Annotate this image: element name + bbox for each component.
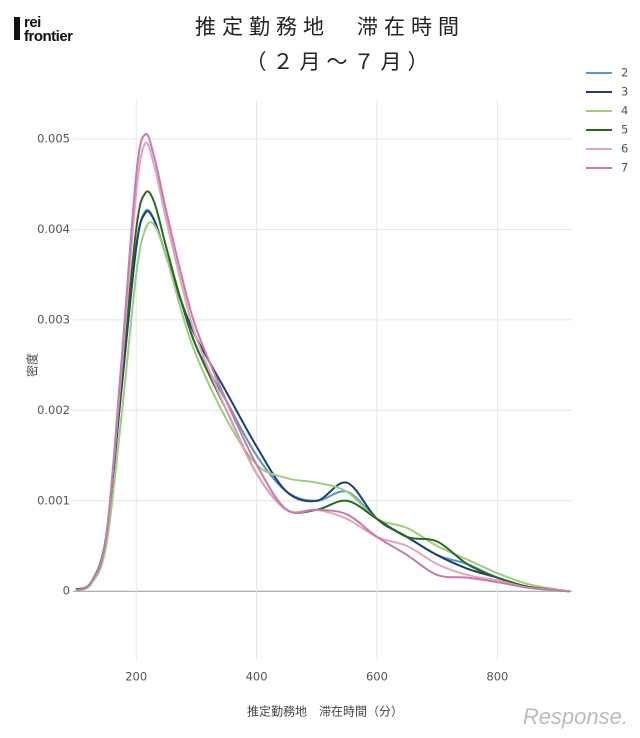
watermark: Response. (523, 704, 628, 729)
y-tick-label: 0.003 (37, 312, 70, 326)
y-tick-label: 0.004 (37, 222, 70, 236)
y-tick-label: 0.002 (37, 403, 70, 417)
chart-title: 推定勤務地 滞在時間 (195, 15, 465, 39)
legend-label: 4 (621, 104, 628, 118)
density-line (75, 132, 570, 593)
chart-subtitle: （２月～７月） (246, 50, 435, 74)
legend-label: 7 (621, 161, 628, 175)
density-line (75, 190, 570, 593)
legend-label: 5 (621, 123, 628, 137)
y-tick-label: 0 (63, 584, 70, 598)
y-tick-label: 0.005 (37, 131, 70, 145)
legend-label: 3 (621, 85, 628, 99)
logo-text: frontier (24, 28, 73, 45)
y-tick-label: 0.001 (37, 493, 70, 507)
x-tick-label: 600 (366, 670, 388, 684)
x-tick-label: 200 (125, 670, 147, 684)
logo-mark (14, 17, 20, 40)
density-line (75, 141, 570, 593)
x-tick-label: 800 (486, 670, 508, 684)
x-tick-label: 400 (246, 670, 268, 684)
density-line (75, 210, 570, 593)
logo-text: rei (24, 14, 41, 31)
density-line (75, 208, 570, 593)
density-line (75, 221, 570, 593)
legend-label: 2 (621, 66, 628, 80)
y-axis-label: 密度 (25, 353, 40, 377)
legend-label: 6 (621, 142, 628, 156)
x-axis-label: 推定勤務地 滞在時間（分） (247, 704, 403, 719)
